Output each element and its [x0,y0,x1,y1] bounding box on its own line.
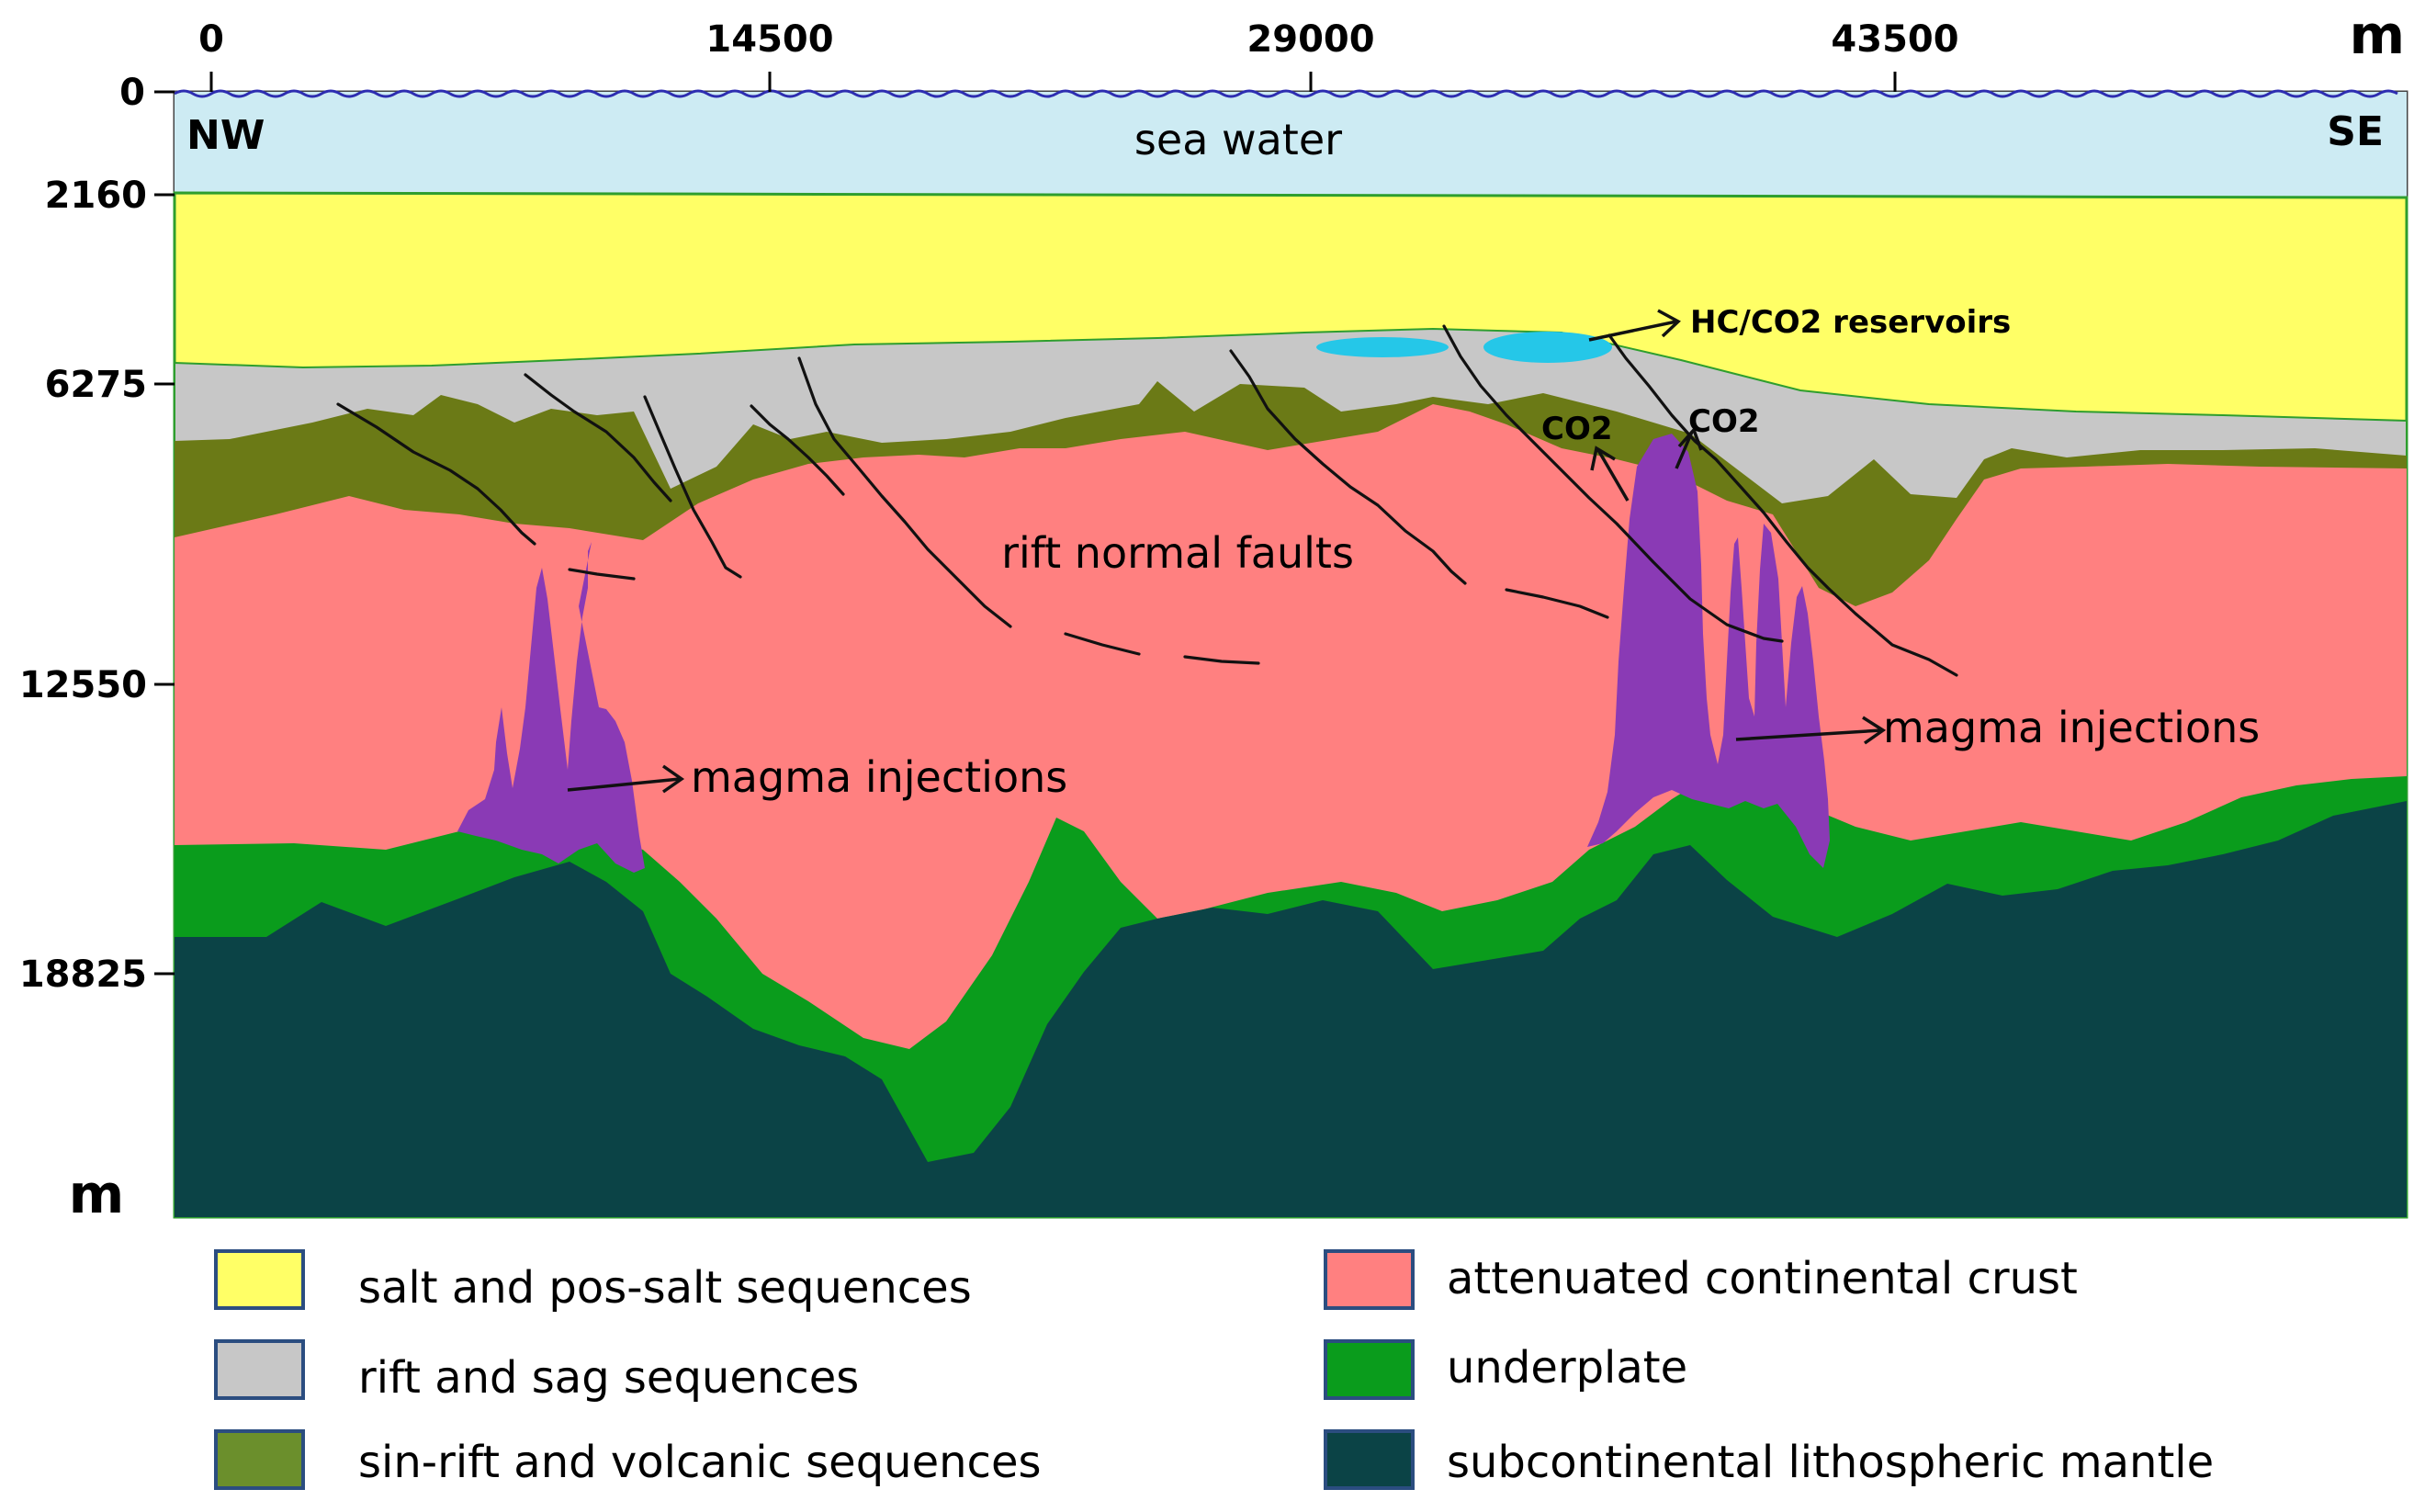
co2-label-left: CO2 [1541,411,1613,447]
legend-label: attenuated continental crust [1447,1253,2078,1304]
y-axis [154,90,175,976]
legend-swatch [214,1429,305,1490]
legend-swatch [214,1249,305,1310]
rift-faults [336,324,1958,677]
y-tick-label: 12550 [19,664,147,706]
y-tick-label: 2160 [45,175,147,217]
sea-water-label: sea water [1134,115,1342,164]
x-tick-label: 14500 [705,18,833,61]
legend-label: subcontinental lithospheric mantle [1447,1437,2214,1488]
sea-water-layer [175,92,2407,197]
x-tick-label: 0 [198,18,224,61]
legend-swatch [1324,1339,1415,1400]
rift-faults-label: rift normal faults [1001,528,1354,578]
y-tick-label: 18825 [19,953,147,996]
direction-nw: NW [186,112,265,159]
legend-label: salt and pos-salt sequences [358,1262,972,1314]
x-tick-label: 43500 [1831,18,1958,61]
reservoir-pocket-left [1316,337,1449,357]
magma-injection-left [457,542,645,873]
legend-label: underplate [1447,1342,1687,1394]
mantle-layer [175,801,2407,1217]
annotation-arrows [567,309,1887,794]
magma-label-right: magma injections [1883,703,2260,752]
legend-swatch [1324,1249,1415,1310]
y-tick-label: 0 [119,72,145,114]
legend-label: rift and sag sequences [358,1352,859,1404]
legend-label: sin-rift and volcanic sequences [358,1437,1041,1488]
reservoirs-label: HC/CO2 reservoirs [1690,304,2011,341]
x-tick-label: 29000 [1246,18,1374,61]
x-axis-unit: m [2350,4,2405,66]
legend: salt and pos-salt sequences rift and sag… [214,1249,2214,1490]
magma-injection-right [1587,434,1830,868]
co2-label-right: CO2 [1688,403,1760,440]
y-tick-label: 6275 [45,364,147,406]
y-axis-unit: m [69,1163,124,1225]
reservoir-pocket-right [1483,332,1612,363]
x-axis [209,72,1897,92]
sea-surface-line [174,89,2398,98]
legend-swatch [214,1339,305,1400]
magma-label-left: magma injections [691,752,1067,802]
direction-se: SE [2327,108,2384,155]
legend-swatch [1324,1429,1415,1490]
